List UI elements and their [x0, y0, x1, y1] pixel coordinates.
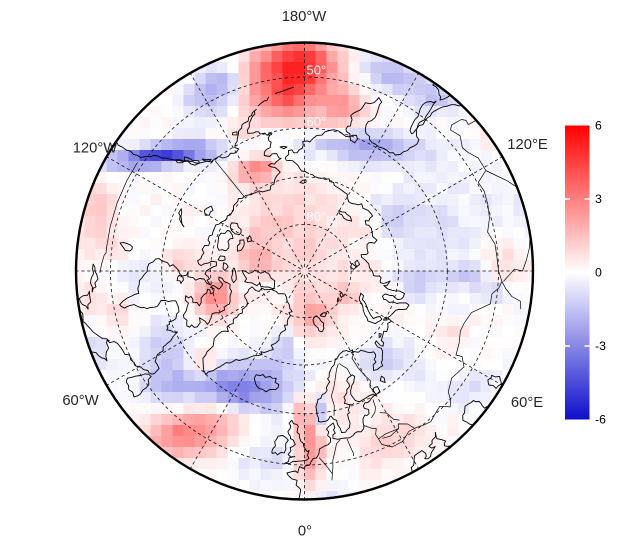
svg-text:-6: -6 [595, 413, 606, 427]
svg-text:120°E: 120°E [507, 137, 548, 153]
svg-text:6: 6 [595, 119, 602, 133]
svg-text:0: 0 [595, 266, 602, 280]
svg-text:50°: 50° [307, 63, 327, 78]
svg-text:60°E: 60°E [511, 395, 543, 411]
svg-text:120°W: 120°W [73, 141, 118, 157]
svg-text:70°: 70° [307, 163, 327, 178]
svg-text:-3: -3 [595, 339, 606, 353]
svg-text:80°: 80° [307, 209, 327, 224]
svg-text:0°: 0° [298, 524, 312, 540]
svg-text:3: 3 [595, 192, 602, 206]
svg-text:60°: 60° [307, 114, 327, 129]
svg-text:60°W: 60°W [62, 393, 98, 409]
svg-text:180°W: 180°W [282, 9, 327, 25]
